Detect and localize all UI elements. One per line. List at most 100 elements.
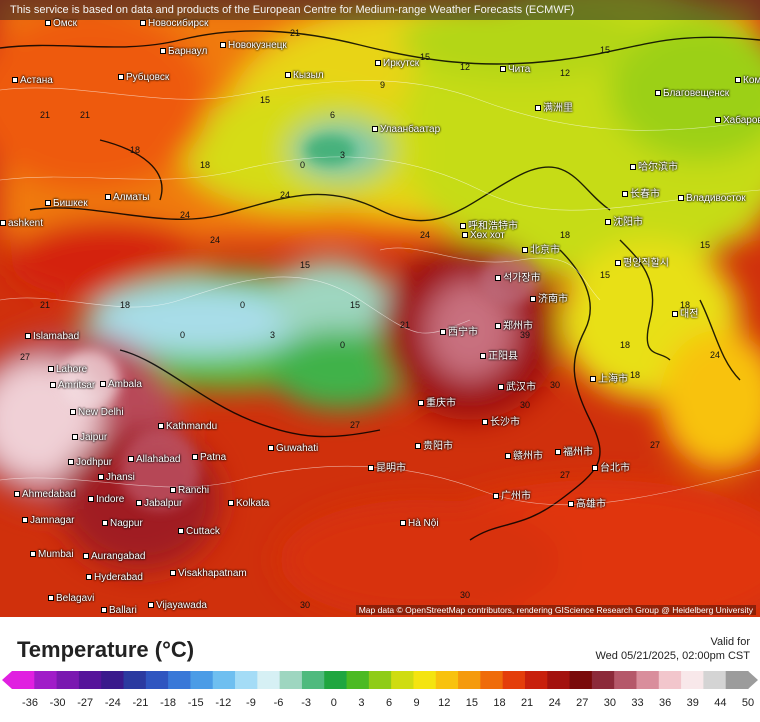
scale-swatch <box>547 671 571 689</box>
scale-swatch <box>480 671 504 689</box>
scale-swatch <box>235 671 258 689</box>
scale-tick-label: -27 <box>77 697 94 709</box>
city-label: Jodhpur <box>68 457 112 468</box>
isotherm-value-label: 15 <box>600 45 611 55</box>
isotherm-value-label: 6 <box>330 110 336 120</box>
scale-swatch <box>34 671 58 689</box>
scale-swatch <box>524 671 548 689</box>
city-label: Patna <box>192 452 226 463</box>
isotherm-value-label: 24 <box>210 235 221 245</box>
city-label: Cuttack <box>178 526 220 537</box>
isotherm-value-label: 15 <box>420 52 431 62</box>
isotherm-value-label: 24 <box>280 190 291 200</box>
isotherm-value-label: 12 <box>560 68 571 78</box>
scale-swatch <box>569 671 593 689</box>
city-label: 重庆市 <box>418 394 456 409</box>
isotherm-value-label: 24 <box>180 210 191 220</box>
city-label: Kathmandu <box>158 421 217 432</box>
isotherm-value-label: 15 <box>600 270 611 280</box>
temperature-map[interactable]: This service is based on data and produc… <box>0 0 760 617</box>
map-attribution[interactable]: Map data © OpenStreetMap contributors, r… <box>355 605 756 615</box>
scale-swatch <box>123 671 147 689</box>
scale-tick-label: -3 <box>301 697 312 709</box>
isotherm-value-label: 3 <box>270 330 276 340</box>
scale-tick-label: -6 <box>273 697 284 709</box>
city-label: Belagavi <box>48 593 94 604</box>
valid-for-label: Valid for <box>710 636 750 648</box>
isotherm-value-label: 18 <box>620 340 631 350</box>
city-label: 沈阳市 <box>605 213 643 228</box>
city-label: 석가장市 <box>495 269 541 284</box>
isotherm-value-label: 27 <box>560 470 571 480</box>
scale-swatch <box>681 671 704 689</box>
city-label: Новосибирск <box>140 18 208 29</box>
city-label: Новокузнецк <box>220 40 287 51</box>
city-label: Омск <box>45 18 77 29</box>
isotherm-value-label: 0 <box>340 340 346 350</box>
city-label: Ahmedabad <box>14 489 76 500</box>
scale-swatch <box>636 671 660 689</box>
city-label: Чита <box>500 64 530 75</box>
city-label: 昆明市 <box>368 459 406 474</box>
city-label: Владивосток <box>678 193 746 204</box>
isotherm-value-label: 18 <box>630 370 641 380</box>
isotherm-value-label: 0 <box>180 330 186 340</box>
scale-swatch <box>324 671 348 689</box>
city-label: Барнаул <box>160 46 207 57</box>
scale-swatch <box>458 671 481 689</box>
city-label: Jaipur <box>72 432 107 443</box>
city-label: 西宁市 <box>440 323 478 338</box>
isotherm-value-label: 30 <box>300 600 311 610</box>
city-label: Комс <box>735 75 760 86</box>
isotherm-value-label: 15 <box>700 240 711 250</box>
scale-max-arrow <box>748 671 758 689</box>
isotherm-value-label: 21 <box>400 320 411 330</box>
city-label: Астана <box>12 75 53 86</box>
isotherm-value-label: 27 <box>650 440 661 450</box>
city-label: 郑州市 <box>495 317 533 332</box>
scale-swatch <box>346 671 370 689</box>
scale-tick-label: 12 <box>438 697 451 709</box>
scale-swatch <box>12 671 35 689</box>
isotherm-value-label: 0 <box>240 300 246 310</box>
scale-tick-label: 30 <box>603 697 617 709</box>
city-label: 福州市 <box>555 443 593 458</box>
city-label: Jhansi <box>98 472 135 483</box>
scale-swatch <box>212 671 236 689</box>
city-label: Рубцовск <box>118 72 169 83</box>
scale-swatch <box>502 671 526 689</box>
city-label: Ballari <box>101 605 137 616</box>
scale-tick-label: -12 <box>215 697 232 709</box>
city-label: 高雄市 <box>568 495 606 510</box>
city-label: Visakhapatnam <box>170 568 247 579</box>
city-label: New Delhi <box>70 407 124 418</box>
city-label: 哈尔滨市 <box>630 158 678 173</box>
city-label: Ambala <box>100 379 142 390</box>
scale-tick-label: 27 <box>576 697 589 709</box>
scale-swatch <box>168 671 191 689</box>
city-label: Hà Nội <box>400 518 439 529</box>
city-label: 赣州市 <box>505 447 543 462</box>
isotherm-value-label: 0 <box>300 160 306 170</box>
scale-tick-label: 18 <box>493 697 506 709</box>
city-label: Хөх хот <box>462 230 505 241</box>
scale-swatch <box>101 671 125 689</box>
scale-swatch <box>391 671 414 689</box>
isotherm-value-label: 21 <box>290 28 301 38</box>
isotherm-value-label: 18 <box>680 300 691 310</box>
city-label: Хабаровск <box>715 115 760 126</box>
scale-swatch <box>703 671 727 689</box>
isotherm-value-label: 12 <box>460 62 471 72</box>
city-label: Allahabad <box>128 454 180 465</box>
city-label: 济南市 <box>530 290 568 305</box>
scale-tick-label: -18 <box>160 697 177 709</box>
scale-tick-label: -9 <box>246 697 256 709</box>
scale-tick-label: 36 <box>659 697 672 709</box>
city-label: Иркутск <box>375 58 419 69</box>
scale-tick-label: -30 <box>49 697 66 709</box>
city-label: Jamnagar <box>22 515 74 526</box>
scale-min-arrow <box>2 671 12 689</box>
city-label: Бишкек <box>45 198 88 209</box>
valid-time: Wed 05/21/2025, 02:00pm CST <box>595 650 750 662</box>
scale-tick-label: 50 <box>741 697 755 709</box>
